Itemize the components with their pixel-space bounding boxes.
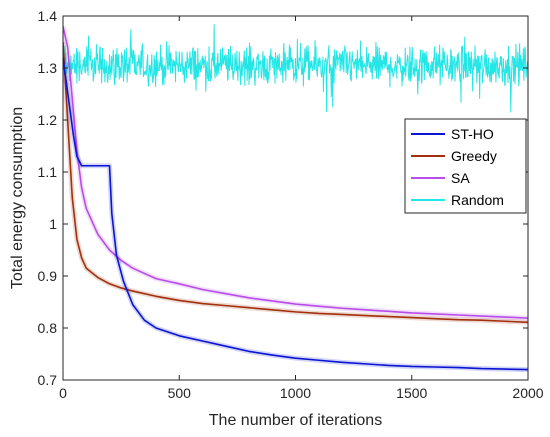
y-tick-label: 0.7 [38, 372, 58, 388]
series-line-st-ho [63, 57, 528, 371]
x-tick-label: 1500 [396, 385, 427, 401]
y-tick-label: 1.1 [38, 164, 58, 180]
series-line-random [63, 24, 528, 113]
x-tick-label: 0 [59, 385, 67, 401]
legend: ST-HO Greedy SA Random [404, 118, 527, 214]
legend-label: SA [451, 170, 470, 186]
y-tick-label: 0.9 [38, 268, 58, 284]
legend-label: Random [451, 192, 504, 208]
y-tick-label: 0.8 [38, 320, 58, 336]
y-tick-label: 1 [49, 216, 57, 232]
x-tick-label: 1000 [280, 385, 311, 401]
x-tick-label: 500 [168, 385, 192, 401]
series-line-sa [63, 26, 528, 319]
y-tick-label: 1.3 [38, 60, 58, 76]
y-axis-title: Total energy consumption [9, 107, 26, 289]
y-tick-label: 1.4 [38, 8, 58, 24]
ticks-layer: 0 500 1000 1500 2000 0.7 0.8 0.9 1 1.1 1.2 1.3 1.4 [38, 8, 544, 401]
x-axis-title: The number of iterations [209, 412, 382, 429]
series-line-greedy [63, 41, 528, 324]
series-layer [63, 24, 528, 373]
legend-label: Greedy [451, 148, 497, 164]
y-tick-label: 1.2 [38, 112, 58, 128]
x-tick-label: 2000 [512, 385, 543, 401]
legend-label: ST-HO [451, 126, 494, 142]
